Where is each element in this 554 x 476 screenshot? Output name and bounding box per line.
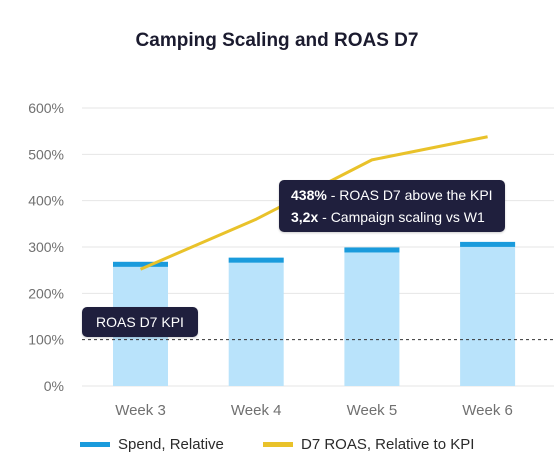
kpi-callout: ROAS D7 KPI [82,307,198,337]
legend-roas: D7 ROAS, Relative to KPI [263,436,474,453]
spend-bar [460,241,516,386]
summary-line-1: 438% - ROAS D7 above the KPI [291,184,493,206]
legend-spend: Spend, Relative [80,436,224,453]
x-tick-label: Week 4 [231,402,282,419]
summary-callout: 438% - ROAS D7 above the KPI 3,2x - Camp… [279,180,505,232]
spend-bar [344,247,400,386]
spend-bar-cap [228,257,284,263]
summary-line-2-value: 3,2x [291,209,319,225]
y-tick-label: 600% [28,100,64,116]
chart-title: Camping Scaling and ROAS D7 [135,30,419,51]
x-tick-label: Week 6 [462,402,513,419]
summary-line-2-text: - Campaign scaling vs W1 [318,209,485,225]
summary-line-2: 3,2x - Campaign scaling vs W1 [291,206,493,228]
y-tick-label: 100% [28,332,64,348]
summary-line-1-value: 438% [291,187,327,203]
y-tick-label: 400% [28,193,64,209]
spend-bar-cap [113,261,168,267]
x-tick-label: Week 3 [115,402,166,419]
spend-bar-cap [344,247,400,253]
legend-spend-label: Spend, Relative [118,436,224,453]
spend-bar-cap [460,241,516,247]
spend-bar [228,257,284,386]
summary-line-1-text: - ROAS D7 above the KPI [326,187,493,203]
y-tick-label: 0% [44,378,64,394]
x-tick-label: Week 5 [347,402,398,419]
y-tick-label: 500% [28,146,64,162]
kpi-callout-label: ROAS D7 KPI [96,314,184,330]
y-tick-label: 200% [28,285,64,301]
legend-roas-label: D7 ROAS, Relative to KPI [301,436,475,453]
legend-spend-swatch [80,442,110,447]
y-tick-label: 300% [28,239,64,255]
legend-roas-swatch [263,442,293,447]
